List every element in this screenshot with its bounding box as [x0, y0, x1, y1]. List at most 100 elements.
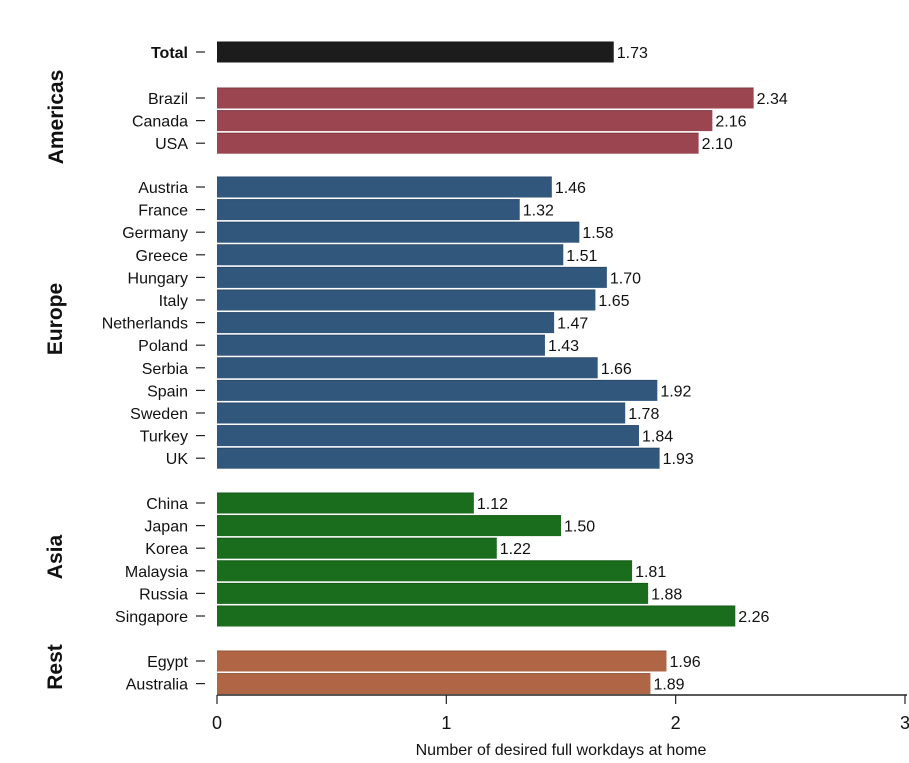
value-label-bg-australia: [651, 674, 688, 693]
category-label-turkey: Turkey: [140, 429, 188, 446]
value-label-bg-greece: [564, 245, 601, 264]
group-label-asia: Asia: [44, 535, 67, 580]
bar-australia: [217, 673, 651, 695]
group-label-americas: Americas: [45, 70, 68, 165]
value-label-bg-poland: [545, 336, 583, 355]
value-label-bg-france: [520, 200, 557, 219]
value-label-singapore: 2.26: [738, 609, 769, 626]
category-label-korea: Korea: [145, 541, 188, 558]
bar-egypt: [217, 650, 667, 672]
value-label-china: 1.12: [477, 496, 508, 513]
value-label-bg-austria: [552, 178, 590, 196]
category-label-total: Total: [151, 45, 188, 62]
value-label-bg-serbia: [598, 358, 635, 377]
value-label-bg-singapore: [736, 607, 773, 625]
labels-layer: Total 1.73 Brazil 2.34 Canada 2.16 USA 2.10 Amer…: [44, 43, 791, 694]
x-tick-label-2: 2: [671, 713, 681, 733]
category-label-japan: Japan: [144, 519, 188, 536]
value-label-bg-netherlands: [555, 313, 592, 332]
value-label-bg-sweden: [626, 404, 663, 422]
value-label-hungary: 1.70: [610, 270, 641, 287]
x-tick-label-1: 1: [441, 713, 451, 733]
value-label-russia: 1.88: [651, 586, 682, 603]
category-label-china: China: [146, 496, 188, 513]
value-label-france: 1.32: [523, 203, 554, 220]
category-label-italy: Italy: [159, 293, 188, 310]
value-label-bg-hungary: [607, 268, 645, 287]
value-label-bg-germany: [580, 223, 617, 242]
group-label-rest: Rest: [44, 644, 67, 690]
value-label-bg-total: [614, 43, 651, 61]
value-label-bg-italy: [596, 291, 633, 309]
bar-spain: [217, 379, 658, 401]
value-label-bg-china: [474, 494, 512, 512]
value-label-bg-uk: [660, 449, 697, 468]
value-label-serbia: 1.66: [601, 361, 632, 378]
value-label-turkey: 1.84: [642, 429, 673, 446]
value-label-egypt: 1.96: [669, 654, 700, 671]
value-label-malaysia: 1.81: [635, 564, 666, 581]
group-label-europe: Europe: [44, 283, 67, 355]
bar-uk: [217, 447, 660, 469]
bar-china: [217, 492, 474, 514]
bar-serbia: [217, 357, 598, 379]
category-label-sweden: Sweden: [130, 406, 188, 423]
x-axis: 0 1 2 3: [196, 51, 909, 733]
bar-austria: [217, 176, 552, 198]
value-label-bg-usa: [699, 134, 736, 153]
value-label-bg-spain: [658, 381, 695, 400]
value-label-poland: 1.43: [548, 338, 579, 355]
category-label-netherlands: Netherlands: [102, 316, 188, 333]
category-label-uk: UK: [166, 451, 189, 468]
value-label-austria: 1.46: [555, 180, 586, 197]
category-label-brazil: Brazil: [148, 91, 188, 108]
value-label-sweden: 1.78: [628, 406, 659, 423]
bar-poland: [217, 334, 545, 356]
bar-russia: [217, 582, 649, 604]
category-label-france: France: [138, 203, 188, 220]
bar-france: [217, 199, 520, 221]
bar-korea: [217, 537, 497, 559]
category-label-spain: Spain: [147, 383, 188, 400]
category-label-serbia: Serbia: [142, 361, 188, 378]
bar-total: [217, 41, 614, 63]
value-label-bg-egypt: [667, 652, 704, 670]
category-label-australia: Australia: [126, 677, 188, 694]
value-label-italy: 1.65: [598, 293, 629, 310]
x-axis-label: Number of desired full workdays at home: [416, 742, 707, 759]
value-label-korea: 1.22: [500, 541, 531, 558]
bar-brazil: [217, 87, 754, 109]
bar-japan: [217, 515, 561, 537]
category-label-germany: Germany: [122, 225, 188, 242]
bars-layer: [217, 41, 754, 695]
bar-malaysia: [217, 560, 633, 582]
category-label-austria: Austria: [138, 180, 188, 197]
value-label-spain: 1.92: [660, 383, 691, 400]
value-label-total: 1.73: [617, 45, 648, 62]
value-label-germany: 1.58: [582, 225, 613, 242]
value-label-bg-turkey: [639, 426, 677, 445]
category-label-russia: Russia: [139, 586, 188, 603]
value-label-uk: 1.93: [663, 451, 694, 468]
value-label-bg-korea: [497, 539, 535, 558]
value-label-australia: 1.89: [653, 677, 684, 694]
x-tick-label-0: 0: [212, 713, 222, 733]
value-label-japan: 1.50: [564, 519, 595, 536]
value-label-greece: 1.51: [566, 248, 597, 265]
value-label-bg-japan: [562, 516, 599, 535]
category-label-canada: Canada: [132, 114, 188, 131]
bar-sweden: [217, 402, 626, 424]
value-label-usa: 2.10: [702, 136, 733, 153]
value-label-canada: 2.16: [715, 114, 746, 131]
category-label-greece: Greece: [136, 248, 189, 265]
bar-germany: [217, 221, 580, 243]
bar-greece: [217, 244, 564, 266]
bar-turkey: [217, 425, 639, 447]
value-label-bg-malaysia: [633, 561, 670, 580]
bar-singapore: [217, 605, 736, 627]
bar-netherlands: [217, 312, 555, 334]
value-label-bg-brazil: [754, 89, 791, 107]
bar-italy: [217, 289, 596, 311]
x-tick-label-3: 3: [900, 713, 909, 733]
